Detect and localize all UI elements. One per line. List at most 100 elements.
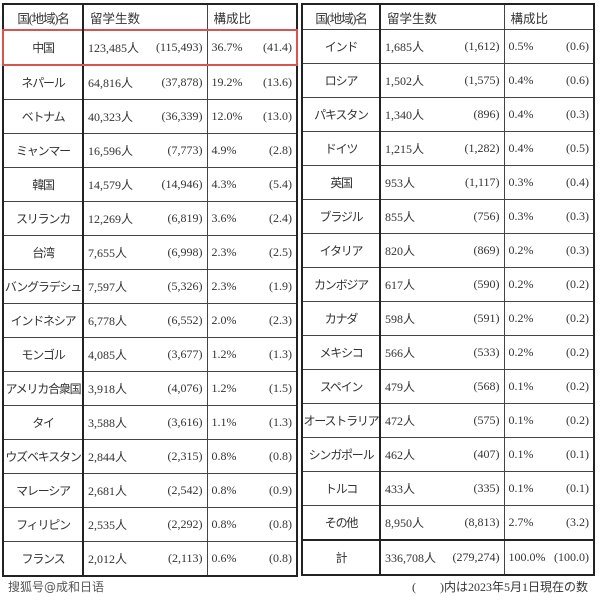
previous-count: (3,677) (167, 347, 203, 361)
student-count: 953人 (385, 176, 416, 190)
student-count: 14,579人 (88, 178, 134, 192)
previous-ratio: (0.8) (269, 449, 292, 463)
student-count: 8,950人 (385, 516, 425, 530)
previous-ratio: (3.2) (566, 515, 589, 529)
ratio: 1.2% (211, 347, 237, 361)
country-name: インド (301, 29, 381, 64)
table-row: 中国 123,485人 (115,493) 36.7% (41.4) (2, 29, 298, 66)
country-name: 中国 (2, 29, 84, 66)
country-name: ウズベキスタン (2, 439, 84, 474)
previous-count: (2,315) (167, 449, 203, 463)
previous-ratio: (0.9) (269, 483, 292, 497)
header-ratio: 構成比 (503, 3, 595, 30)
previous-ratio: (0.2) (566, 311, 589, 325)
previous-count: (407) (473, 447, 500, 461)
country-name: バングラデシュ (2, 269, 84, 304)
country-name: インドネシア (2, 303, 84, 338)
table-row: バングラデシュ 7,597人 (5,326) 2.3% (1.9) (2, 269, 298, 304)
ratio: 19.2% (211, 75, 243, 89)
table-row: イタリア 820人 (869) 0.2% (0.3) (301, 233, 595, 268)
previous-ratio: (1.3) (269, 347, 292, 361)
student-count: 2,535人 (88, 518, 128, 532)
previous-count: (568) (473, 379, 500, 393)
header-count: 留学生数 (82, 3, 208, 31)
student-count: 6,778人 (88, 314, 128, 328)
table-row: フランス 2,012人 (2,113) 0.6% (0.8) (2, 541, 298, 577)
country-name: 台湾 (2, 235, 84, 270)
student-count: 617人 (385, 278, 416, 292)
ratio: 2.7% (508, 515, 534, 529)
previous-count: (37,878) (161, 75, 203, 89)
table-row: タイ 3,588人 (3,616) 1.1% (1.3) (2, 405, 298, 440)
ratio: 2.3% (211, 245, 237, 259)
header-row: 国(地域)名 留学生数 構成比 (301, 3, 595, 30)
previous-ratio: (13.0) (263, 109, 292, 123)
student-count: 1,502人 (385, 74, 425, 88)
previous-count: (36,339) (161, 109, 203, 123)
previous-ratio: (5.4) (269, 177, 292, 191)
previous-count: (1,612) (464, 39, 500, 53)
student-count: 7,597人 (88, 280, 128, 294)
country-name: 英国 (301, 165, 381, 200)
country-name: スリランカ (2, 201, 84, 236)
ratio: 1.2% (211, 381, 237, 395)
previous-count: (7,773) (167, 143, 203, 157)
previous-count: (896) (473, 107, 500, 121)
country-name: オーストラリア (301, 403, 381, 438)
header-name: 国(地域)名 (2, 3, 84, 31)
previous-count: (3,616) (167, 415, 203, 429)
previous-count: (8,813) (464, 515, 500, 529)
previous-count: (1,117) (464, 175, 500, 189)
watermark: 搜狐号@成和日语 (8, 580, 105, 594)
ratio: 4.9% (211, 143, 237, 157)
students-table-left: 国(地域)名 留学生数 構成比 中国 123,485人 (115,493) 36.7% (41… (2, 3, 298, 577)
previous-count: (756) (473, 209, 500, 223)
previous-count: (2,542) (167, 483, 203, 497)
ratio: 3.6% (211, 211, 237, 225)
previous-ratio: (0.3) (566, 107, 589, 121)
student-count: 12,269人 (88, 212, 134, 226)
previous-ratio: (41.4) (263, 40, 292, 54)
previous-ratio: (2.3) (269, 313, 292, 327)
table-row: スリランカ 12,269人 (6,819) 3.6% (2.4) (2, 201, 298, 236)
ratio: 0.1% (508, 481, 534, 495)
country-name: メキシコ (301, 335, 381, 370)
country-name: ブラジル (301, 199, 381, 234)
table-row: ベトナム 40,323人 (36,339) 12.0% (13.0) (2, 99, 298, 134)
ratio: 0.4% (508, 107, 534, 121)
ratio: 2.0% (211, 313, 237, 327)
country-name: アメリカ合衆国 (2, 371, 84, 406)
country-name: モンゴル (2, 337, 84, 372)
ratio: 0.3% (508, 175, 534, 189)
student-count: 2,681人 (88, 484, 128, 498)
ratio: 4.3% (211, 177, 237, 191)
previous-ratio: (0.2) (566, 277, 589, 291)
table-row: アメリカ合衆国 3,918人 (4,076) 1.2% (1.5) (2, 371, 298, 406)
previous-ratio: (0.2) (566, 345, 589, 359)
previous-ratio: (13.6) (263, 75, 292, 89)
table-row: パキスタン 1,340人 (896) 0.4% (0.3) (301, 97, 595, 132)
student-count: 123,485人 (88, 41, 140, 55)
table-row: ドイツ 1,215人 (1,282) 0.4% (0.5) (301, 131, 595, 166)
footnote: ( )内は2023年5月1日現在の数 (412, 580, 588, 594)
previous-ratio: (0.3) (566, 209, 589, 223)
ratio: 100.0% (508, 550, 546, 564)
student-count: 336,708人 (385, 551, 437, 565)
country-name: ミャンマー (2, 133, 84, 168)
previous-count: (590) (473, 277, 500, 291)
country-name: トルコ (301, 471, 381, 506)
country-name: カナダ (301, 301, 381, 336)
ratio: 36.7% (211, 40, 243, 54)
ratio: 0.5% (508, 39, 534, 53)
country-name: フィリピン (2, 507, 84, 542)
previous-count: (1,575) (464, 73, 500, 87)
previous-ratio: (0.1) (566, 447, 589, 461)
table-row: カンボジア 617人 (590) 0.2% (0.2) (301, 267, 595, 302)
table-row: ミャンマー 16,596人 (7,773) 4.9% (2.8) (2, 133, 298, 168)
student-count: 3,918人 (88, 382, 128, 396)
previous-ratio: (0.6) (566, 39, 589, 53)
previous-ratio: (2.8) (269, 143, 292, 157)
country-name: カンボジア (301, 267, 381, 302)
table-row: シンガポール 462人 (407) 0.1% (0.1) (301, 437, 595, 472)
student-count: 855人 (385, 210, 416, 224)
